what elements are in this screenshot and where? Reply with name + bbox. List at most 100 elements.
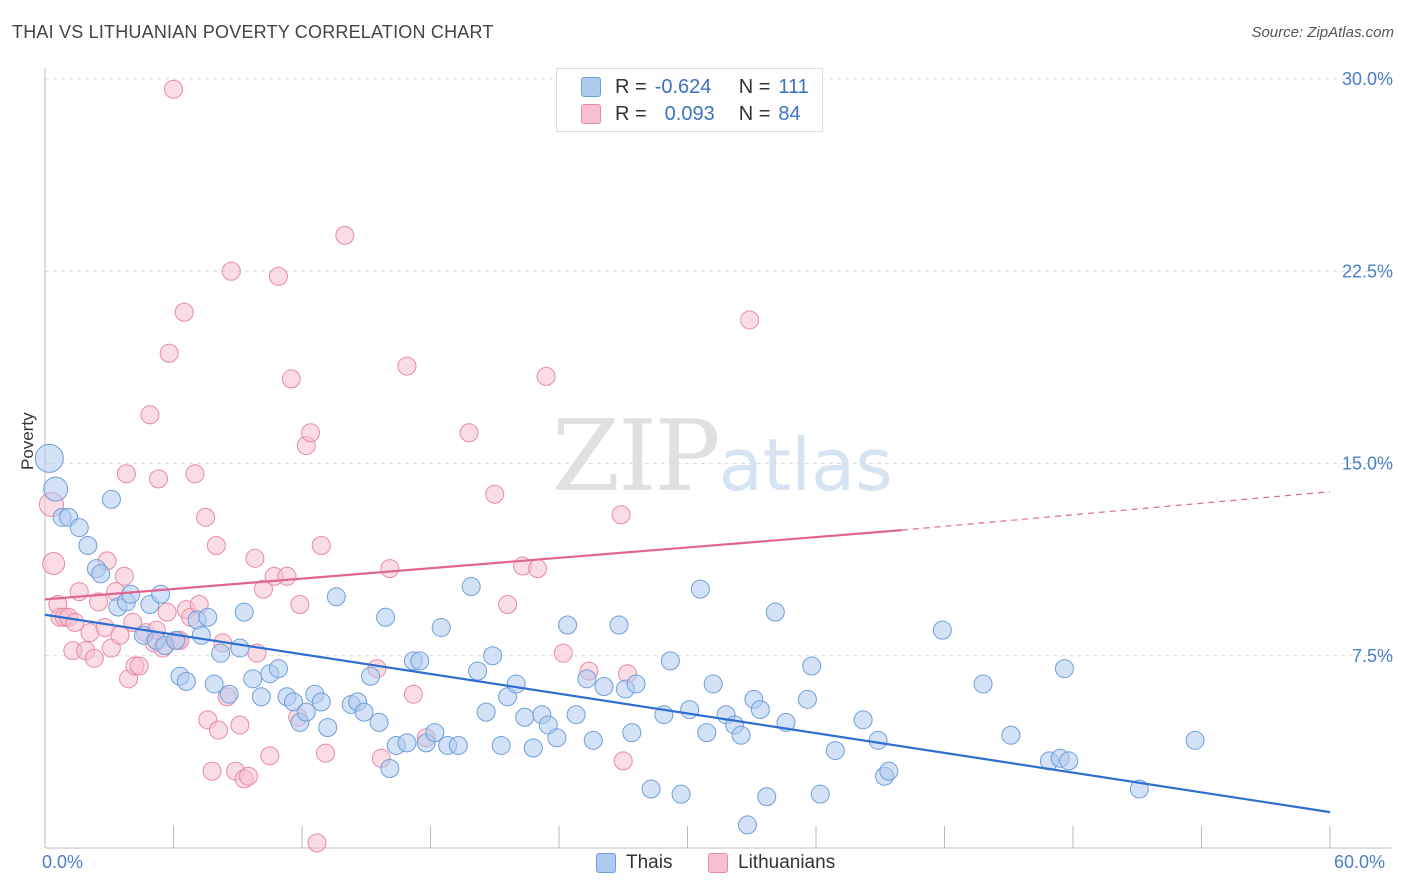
- lithuanians-point: [403, 684, 423, 704]
- thais-point: [697, 723, 717, 743]
- lithuanians-point: [613, 751, 633, 771]
- legend-r-value: -0.624: [654, 75, 712, 98]
- lithuanians-point: [311, 536, 331, 556]
- lithuanians-point: [277, 566, 297, 586]
- lithuanians-trend-line: [44, 529, 902, 601]
- lithuanians-point: [245, 548, 265, 568]
- thais-point: [797, 689, 817, 709]
- lithuanians-point: [230, 715, 250, 735]
- thais-point: [506, 674, 526, 694]
- lithuanians-legend-label: Lithuanians: [738, 852, 836, 873]
- thais-point: [211, 643, 231, 663]
- thais-point: [558, 615, 578, 635]
- lithuanians-point: [164, 79, 183, 99]
- lithuanians-point: [159, 343, 179, 363]
- thais-point: [609, 615, 629, 635]
- thais-point: [191, 625, 211, 645]
- lithuanians-point: [268, 266, 288, 286]
- thais-point: [594, 677, 614, 697]
- lithuanians-point: [42, 551, 66, 575]
- thais-point: [810, 784, 830, 804]
- watermark: ZIPatlas: [552, 400, 893, 514]
- lithuanians-point: [208, 720, 228, 740]
- lithuanians-point: [740, 310, 760, 330]
- thais-point: [91, 564, 111, 584]
- thais-point: [1059, 751, 1079, 771]
- thais-point: [176, 671, 196, 691]
- thais-point: [78, 536, 98, 556]
- thais-point: [468, 661, 488, 681]
- legend-n-label: N =: [738, 102, 771, 125]
- thais-point: [626, 674, 646, 694]
- thais-point: [703, 674, 723, 694]
- lithuanians-point: [498, 594, 518, 614]
- lithuanians-point: [185, 464, 205, 484]
- thais-point: [641, 779, 661, 799]
- y-tick-label-3: 30.0%: [1342, 69, 1393, 89]
- lithuanians-point: [174, 302, 194, 322]
- lithuanians-point: [553, 643, 573, 663]
- thais-point: [354, 702, 374, 722]
- lithuanians-point: [281, 369, 301, 389]
- legend-r-label: R =: [615, 102, 647, 125]
- lithuanians-point: [129, 656, 149, 676]
- thais-point: [461, 577, 481, 597]
- thais-point: [577, 669, 597, 689]
- lithuanians-point: [397, 356, 417, 376]
- thais-point: [690, 579, 710, 599]
- thais-point: [476, 702, 496, 722]
- thais-point: [251, 687, 271, 707]
- thais-point: [34, 443, 64, 473]
- x-tick-min: 0.0%: [42, 852, 84, 872]
- thais-point: [515, 707, 535, 727]
- y-tick-label-2: 22.5%: [1342, 261, 1393, 281]
- lithuanians-point: [116, 464, 136, 484]
- bottom-legend-lithuanians: Lithuanians: [708, 852, 835, 874]
- thais-point: [737, 815, 757, 835]
- lithuanians-point: [196, 507, 216, 527]
- thais-point: [151, 584, 171, 604]
- watermark-zip: ZIP: [552, 400, 721, 514]
- lithuanians-point: [65, 612, 85, 632]
- grid-layer: [45, 78, 1392, 657]
- thais-point: [425, 723, 445, 743]
- thais-swatch: [581, 77, 601, 97]
- lithuanians-point: [202, 761, 222, 781]
- bottom-legend-thais: Thais: [596, 852, 672, 874]
- thais-point: [318, 718, 338, 738]
- chart-source: Source: ZipAtlas.com: [1251, 24, 1394, 41]
- y-axis-title: Poverty: [18, 412, 37, 470]
- thais-trend-line: [44, 613, 1331, 814]
- lithuanians-point: [253, 579, 273, 599]
- thais-point: [198, 607, 218, 627]
- thais-point: [731, 725, 751, 745]
- thais-point: [268, 659, 288, 679]
- thais-point: [243, 669, 263, 689]
- thais-point: [750, 700, 770, 720]
- lithuanians-point: [206, 536, 226, 556]
- thais-point: [583, 730, 603, 750]
- thais-point: [219, 684, 239, 704]
- thais-point: [311, 692, 331, 712]
- lithuanians-point: [238, 766, 258, 786]
- thais-point: [973, 674, 993, 694]
- lithuanians-swatch: [581, 104, 601, 124]
- correlation-legend: R = -0.624 N = 111 R = 0.093 N = 84: [556, 68, 823, 132]
- thais-point: [1185, 730, 1205, 750]
- thais-point: [397, 733, 417, 753]
- y-tick-label-1: 15.0%: [1342, 454, 1393, 474]
- thais-point: [483, 646, 503, 666]
- thais-point: [547, 728, 567, 748]
- thais-point: [230, 638, 250, 658]
- thais-point: [671, 784, 691, 804]
- thais-point: [932, 620, 952, 640]
- chart-title: THAI VS LITHUANIAN POVERTY CORRELATION C…: [12, 22, 494, 42]
- lithuanians-point: [157, 602, 177, 622]
- lithuanians-legend-swatch: [708, 853, 728, 873]
- lithuanians-points: [38, 79, 760, 853]
- thais-point: [757, 787, 777, 807]
- lithuanians-point: [316, 743, 336, 763]
- lithuanians-point: [149, 469, 169, 489]
- thais-point: [283, 692, 303, 712]
